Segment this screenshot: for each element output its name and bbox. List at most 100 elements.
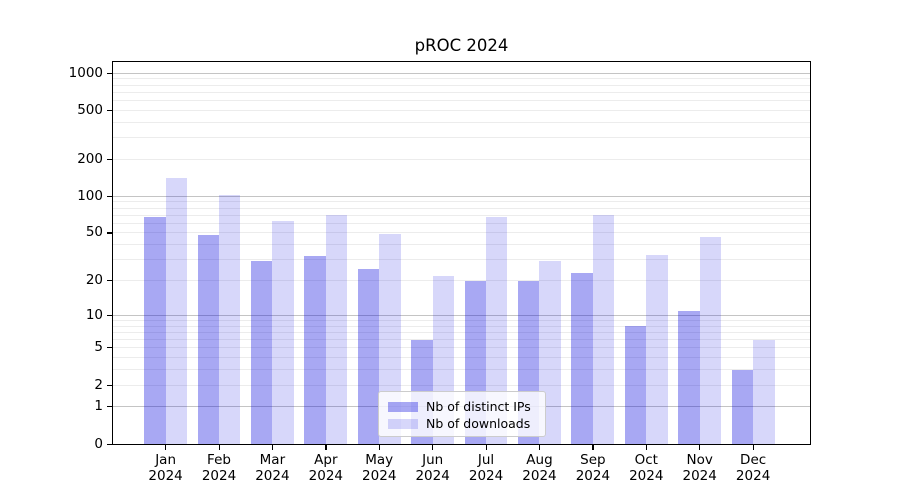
x-tick-label-aug: Aug 2024: [522, 452, 557, 484]
y-tick-mark: [107, 347, 112, 349]
bar-ips-apr: [304, 256, 326, 444]
x-tick-label-oct: Oct 2024: [629, 452, 664, 484]
minor-gridline: [113, 158, 810, 160]
legend: Nb of distinct IPs Nb of downloads: [378, 391, 546, 437]
y-tick-mark: [107, 72, 112, 74]
bar-downloads-nov: [699, 237, 722, 444]
bar-downloads-apr: [325, 215, 348, 444]
legend-item-distinct-ips: Nb of distinct IPs: [388, 399, 536, 415]
x-tick-mark: [752, 445, 754, 450]
plot-area: Nb of distinct IPs Nb of downloads: [112, 61, 811, 445]
minor-gridline: [113, 201, 810, 203]
x-tick-label-nov: Nov 2024: [682, 452, 717, 484]
y-tick-label-2: 2: [94, 376, 103, 393]
x-tick-label-apr: Apr 2024: [308, 452, 343, 484]
minor-gridline: [113, 325, 810, 327]
y-tick-label-50: 50: [85, 224, 103, 241]
minor-gridline: [113, 121, 810, 123]
minor-gridline: [113, 259, 810, 261]
minor-gridline: [113, 84, 810, 86]
bar-downloads-jan: [165, 178, 187, 444]
y-tick-mark: [107, 443, 112, 445]
x-tick-mark: [378, 445, 380, 450]
bar-downloads-mar: [272, 220, 294, 444]
x-tick-mark: [485, 445, 487, 450]
minor-gridline: [113, 214, 810, 216]
bar-ips-oct: [624, 326, 647, 444]
y-tick-mark: [107, 384, 112, 386]
legend-swatch-downloads: [388, 418, 418, 430]
x-tick-mark: [592, 445, 594, 450]
bar-downloads-sep: [592, 215, 615, 444]
x-tick-mark: [645, 445, 647, 450]
legend-label-downloads: Nb of downloads: [426, 416, 531, 431]
y-tick-mark: [107, 109, 112, 111]
y-tick-label-0: 0: [94, 435, 103, 452]
x-tick-mark: [432, 445, 434, 450]
minor-gridline: [113, 244, 810, 246]
y-tick-mark: [107, 280, 112, 282]
x-tick-label-jan: Jan 2024: [148, 452, 183, 484]
legend-swatch-distinct-ips: [388, 401, 418, 413]
y-tick-mark: [107, 158, 112, 160]
minor-gridline: [113, 357, 810, 359]
minor-gridline: [113, 222, 810, 224]
y-tick-mark: [107, 195, 112, 197]
legend-label-distinct-ips: Nb of distinct IPs: [426, 399, 531, 414]
y-tick-label-1: 1: [94, 398, 103, 415]
bar-downloads-dec: [753, 339, 775, 444]
minor-gridline: [113, 331, 810, 333]
y-tick-mark: [107, 406, 112, 408]
x-tick-mark: [218, 445, 220, 450]
minor-gridline: [113, 369, 810, 371]
minor-gridline: [113, 280, 810, 282]
y-tick-label-10: 10: [85, 306, 103, 323]
minor-gridline: [113, 137, 810, 139]
y-tick-label-5: 5: [94, 339, 103, 356]
bar-ips-sep: [571, 273, 593, 444]
y-tick-label-100: 100: [77, 187, 103, 204]
x-tick-label-jul: Jul 2024: [468, 452, 504, 484]
chart-title: pROC 2024: [414, 36, 509, 55]
bar-ips-may: [357, 269, 380, 444]
bar-downloads-feb: [219, 194, 241, 444]
minor-gridline: [113, 347, 810, 349]
bar-ips-dec: [731, 369, 754, 444]
major-gridline: [113, 195, 810, 197]
x-tick-mark: [538, 445, 541, 450]
y-tick-mark: [107, 232, 112, 234]
y-tick-label-20: 20: [85, 272, 103, 289]
minor-gridline: [113, 207, 810, 209]
x-tick-label-feb: Feb 2024: [201, 452, 237, 484]
minor-gridline: [113, 91, 810, 93]
bar-ips-mar: [251, 261, 273, 444]
y-tick-mark: [107, 314, 112, 316]
bar-ips-feb: [197, 235, 219, 444]
y-tick-label-200: 200: [77, 150, 103, 167]
x-tick-label-jun: Jun 2024: [415, 452, 450, 484]
minor-gridline: [113, 384, 810, 386]
major-gridline: [113, 314, 810, 316]
x-tick-mark: [165, 445, 167, 450]
legend-item-downloads: Nb of downloads: [388, 416, 536, 432]
x-tick-mark: [699, 445, 701, 450]
bar-ips-jan: [144, 217, 166, 444]
minor-gridline: [113, 319, 810, 321]
bar-downloads-oct: [646, 254, 668, 444]
x-tick-label-sep: Sep 2024: [575, 452, 611, 484]
bar-ips-nov: [678, 310, 700, 444]
minor-gridline: [113, 339, 810, 341]
x-tick-label-may: May 2024: [362, 452, 397, 484]
minor-gridline: [113, 109, 810, 111]
y-tick-label-500: 500: [77, 101, 103, 118]
x-tick-label-mar: Mar 2024: [255, 452, 290, 484]
bar-downloads-jul: [486, 217, 508, 444]
major-gridline: [113, 72, 810, 74]
x-tick-mark: [271, 445, 274, 450]
y-tick-label-1000: 1000: [68, 64, 103, 81]
minor-gridline: [113, 232, 810, 234]
x-tick-mark: [325, 445, 327, 450]
minor-gridline: [113, 78, 810, 80]
minor-gridline: [113, 99, 810, 101]
